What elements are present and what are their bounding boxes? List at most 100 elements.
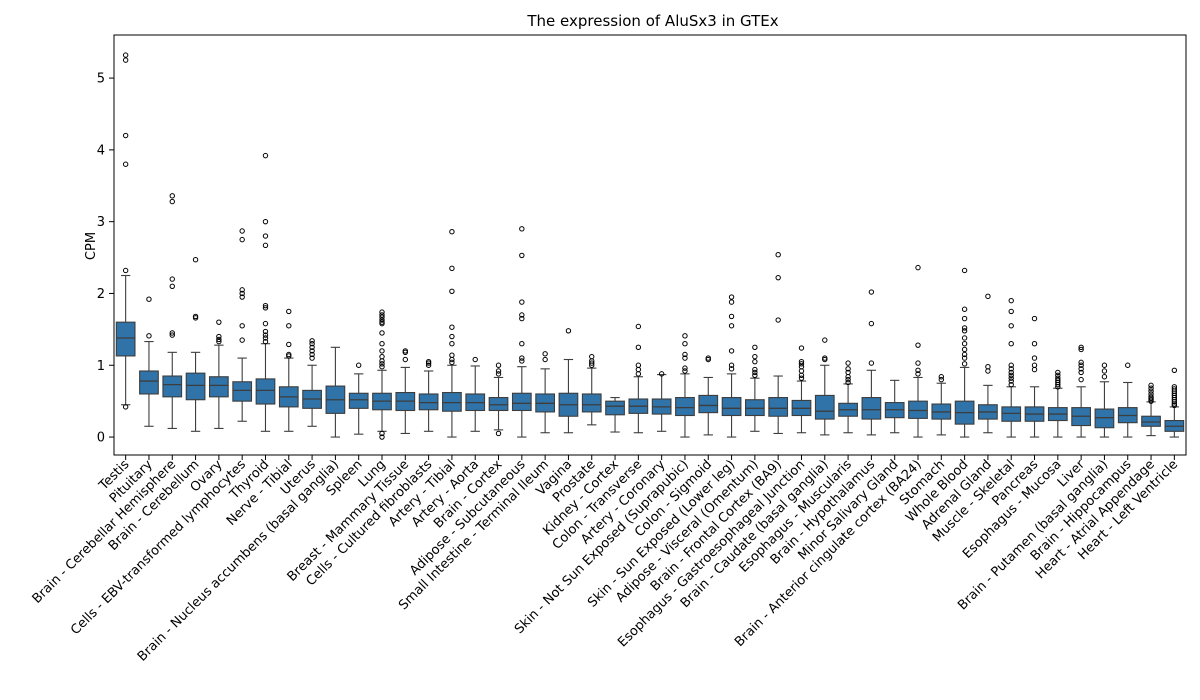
box-16 <box>488 397 509 412</box>
box-group-6 <box>255 152 276 432</box>
box-group-16 <box>488 362 509 437</box>
outlier-38-2 <box>1008 375 1014 381</box>
box-group-18 <box>535 351 556 434</box>
box-44 <box>1141 415 1161 427</box>
outlier-25-1 <box>705 355 711 361</box>
box-28 <box>768 397 789 417</box>
outlier-0-2 <box>122 161 129 167</box>
box-group-3 <box>185 257 206 432</box>
box-0 <box>115 321 136 357</box>
outlier-16-1 <box>495 371 502 377</box>
box-group-43 <box>1117 362 1138 438</box>
box-13 <box>418 393 439 411</box>
outlier-11-7 <box>379 341 385 347</box>
outlier-27-5 <box>752 344 758 351</box>
outlier-11-2 <box>379 363 385 370</box>
outlier-36-3 <box>961 346 968 353</box>
outlier-44-4 <box>1148 391 1154 397</box>
box-group-32 <box>861 289 882 436</box>
outlier-8-0 <box>309 355 315 361</box>
box-group-0 <box>115 52 136 410</box>
box-4 <box>208 376 229 398</box>
box-3 <box>185 372 206 401</box>
outlier-23-0 <box>658 371 665 377</box>
outlier-22-1 <box>635 366 642 373</box>
outlier-41-2 <box>1078 366 1084 372</box>
box-group-11 <box>372 309 392 440</box>
outlier-41-3 <box>1078 362 1084 368</box>
outlier-44-5 <box>1148 388 1154 394</box>
box-group-24 <box>675 333 695 438</box>
y-tick-label-1: 1 <box>97 359 105 374</box>
outlier-38-5 <box>1008 366 1014 372</box>
outlier-20-1 <box>589 360 595 366</box>
outlier-32-0 <box>868 360 875 366</box>
outlier-11-1 <box>379 430 385 437</box>
outlier-38-10 <box>1008 297 1014 304</box>
outlier-8-3 <box>309 344 315 351</box>
box-group-13 <box>418 358 439 432</box>
outlier-2-2 <box>169 283 175 289</box>
outlier-24-3 <box>682 351 688 358</box>
outlier-0-1 <box>122 267 129 274</box>
outlier-29-2 <box>798 368 805 374</box>
outlier-14-2 <box>449 352 455 358</box>
outlier-6-5 <box>262 305 269 311</box>
outlier-22-2 <box>635 362 642 368</box>
outlier-6-1 <box>262 335 269 341</box>
outlier-34-0 <box>915 371 921 377</box>
outlier-42-2 <box>1101 362 1108 368</box>
plot-frame <box>113 34 1187 456</box>
outlier-44-3 <box>1148 394 1154 400</box>
outlier-35-0 <box>938 376 945 383</box>
outlier-17-6 <box>519 252 525 259</box>
outlier-6-0 <box>262 338 269 345</box>
outlier-41-4 <box>1078 359 1084 366</box>
outlier-29-5 <box>798 358 805 365</box>
outlier-0-4 <box>122 57 129 63</box>
y-axis: 0 1 2 3 4 5 <box>97 72 114 446</box>
outlier-31-1 <box>845 376 851 383</box>
outlier-7-1 <box>286 351 292 358</box>
outlier-29-6 <box>798 345 805 351</box>
outlier-6-10 <box>262 152 269 159</box>
outlier-5-1 <box>239 323 245 329</box>
outlier-12-2 <box>402 348 409 354</box>
outlier-5-6 <box>239 228 245 234</box>
outlier-26-2 <box>728 348 735 354</box>
outlier-11-6 <box>379 348 385 354</box>
outlier-31-3 <box>845 369 851 376</box>
outlier-7-2 <box>286 341 292 348</box>
outlier-1-1 <box>146 296 152 302</box>
y-tick-label-5: 5 <box>97 72 105 87</box>
outlier-22-3 <box>635 344 642 351</box>
box-group-7 <box>278 308 299 432</box>
box-group-28 <box>768 251 789 435</box>
outlier-11-11 <box>379 317 385 323</box>
box-10 <box>348 392 369 409</box>
outlier-41-5 <box>1078 346 1084 353</box>
outlier-45-10 <box>1171 367 1178 373</box>
outlier-39-2 <box>1031 355 1038 361</box>
outlier-5-0 <box>239 337 245 343</box>
outlier-19-0 <box>565 328 572 334</box>
box-27 <box>744 399 765 417</box>
outlier-26-5 <box>728 299 735 305</box>
outlier-27-0 <box>752 372 758 379</box>
outlier-3-1 <box>192 313 199 320</box>
outlier-13-2 <box>425 358 432 365</box>
box-group-44 <box>1141 382 1161 437</box>
outlier-36-7 <box>961 325 968 331</box>
box-34 <box>908 400 928 419</box>
outlier-36-8 <box>961 315 968 322</box>
outlier-14-8 <box>449 229 455 235</box>
outlier-36-6 <box>961 328 968 334</box>
box-32 <box>861 397 882 420</box>
outlier-26-3 <box>728 323 735 329</box>
box-group-39 <box>1024 315 1045 438</box>
box-group-5 <box>232 228 253 422</box>
y-tick-label-0: 0 <box>97 431 105 446</box>
outlier-41-6 <box>1078 344 1084 351</box>
